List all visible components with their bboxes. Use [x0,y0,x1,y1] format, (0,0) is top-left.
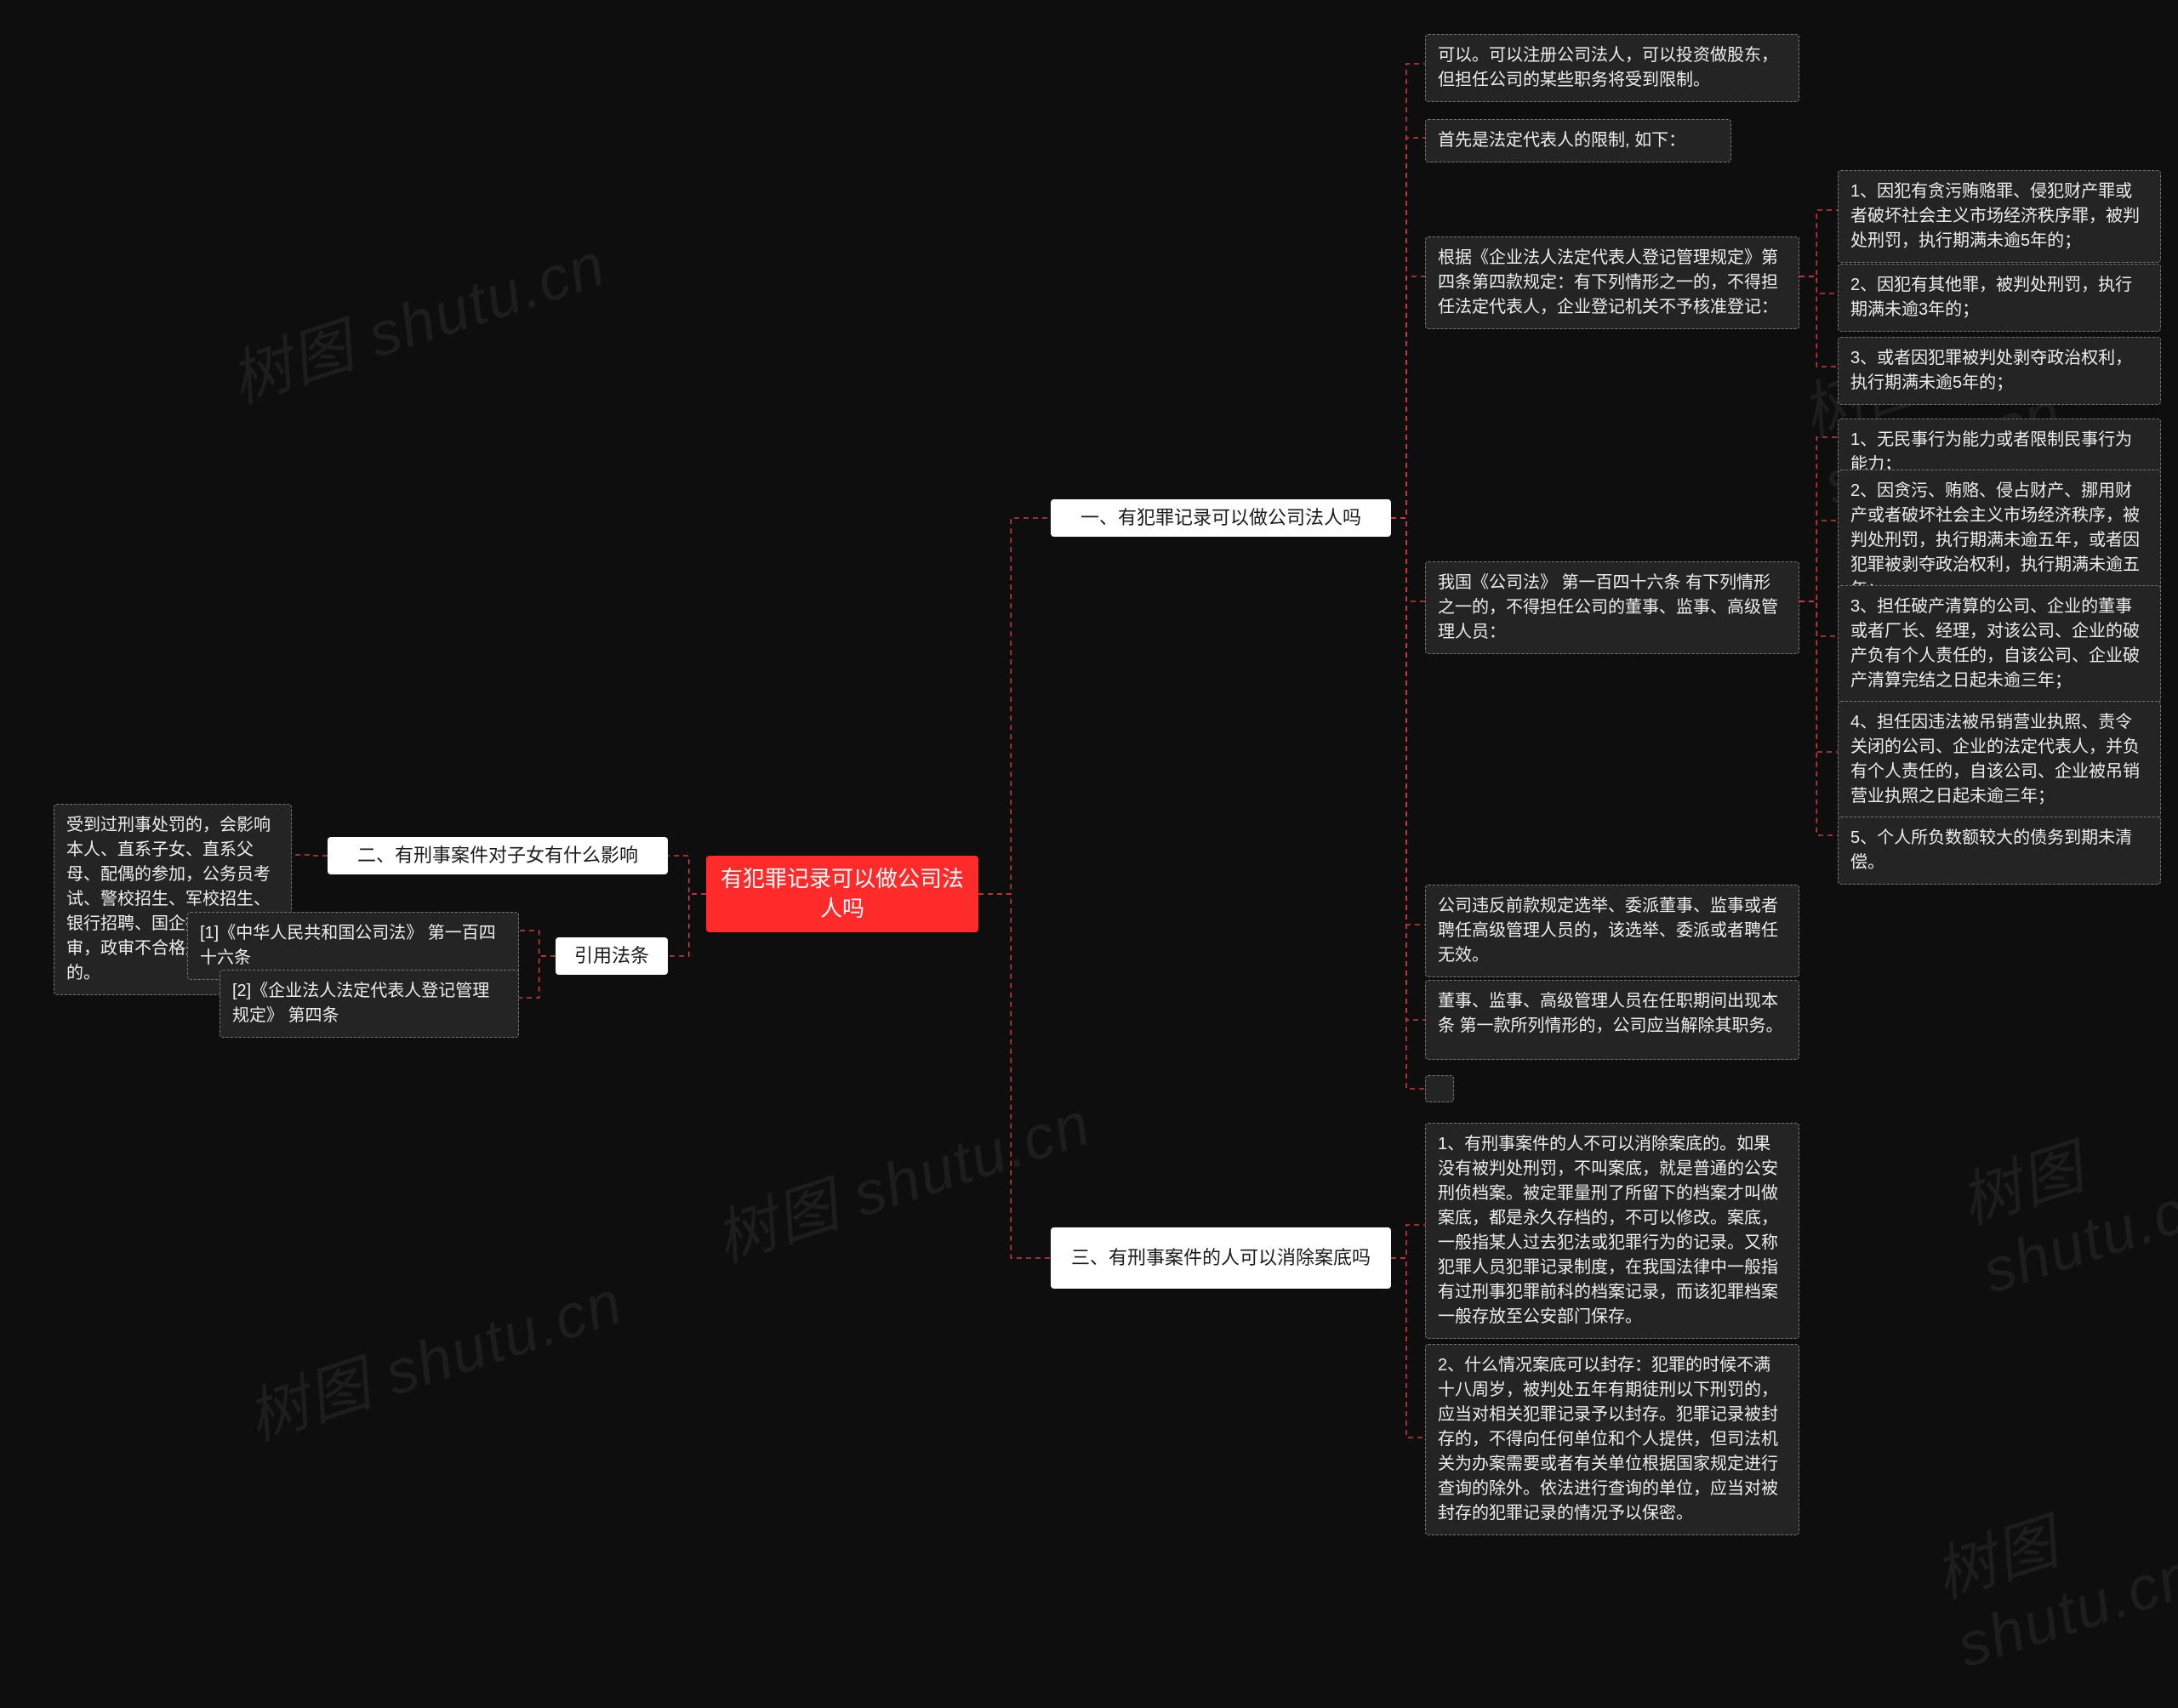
node-label: 公司违反前款规定选举、委派董事、监事或者聘任高级管理人员的，该选举、委派或者聘任… [1438,897,1778,965]
node-label: 1、无民事行为能力或者限制民事行为能力； [1850,430,2132,474]
watermark: 树图 shutu.cn [1947,1080,2178,1307]
mindmap-node-n3_1[interactable]: 1、有刑事案件的人不可以消除案底的。如果没有被判处刑罚，不叫案底，就是普通的公安… [1425,1123,1799,1339]
node-label: 引用法条 [574,942,649,970]
node-label: 4、担任因违法被吊销营业执照、责令关闭的公司、企业的法定代表人，并负有个人责任的… [1850,713,2140,806]
node-label: 董事、监事、高级管理人员在任职期间出现本条 第一款所列情形的，公司应当解除其职务… [1438,992,1783,1035]
edge [1799,521,1838,601]
edge [1799,276,1838,293]
edge [668,894,706,956]
mindmap-node-n1_4d[interactable]: 4、担任因违法被吊销营业执照、责令关闭的公司、企业的法定代表人，并负有个人责任的… [1838,701,2161,818]
mindmap-node-b2[interactable]: 二、有刑事案件对子女有什么影响 [328,837,668,874]
node-label: 三、有刑事案件的人可以消除案底吗 [1071,1244,1371,1272]
node-label: 2、什么情况案底可以封存：犯罪的时候不满十八周岁，被判处五年有期徒刑以下刑罚的，… [1438,1356,1778,1523]
mindmap-node-b1[interactable]: 一、有犯罪记录可以做公司法人吗 [1051,499,1391,537]
edge [668,856,706,894]
node-label: 2、因贪污、贿赂、侵占财产、挪用财产或者破坏社会主义市场经济秩序，被判处刑罚，执… [1850,481,2140,599]
mindmap-node-n1_7[interactable] [1425,1075,1454,1102]
edge [1391,518,1425,925]
edge [519,931,556,956]
edge [1799,437,1838,601]
mindmap-node-n1_2[interactable]: 首先是法定代表人的限制, 如下： [1425,119,1731,162]
edge [1391,518,1425,601]
edge [978,518,1051,894]
mindmap-node-n1_4e[interactable]: 5、个人所负数额较大的债务到期未清偿。 [1838,817,2161,885]
edge [1799,276,1838,367]
mindmap-node-n1_3a[interactable]: 1、因犯有贪污贿赂罪、侵犯财产罪或者破坏社会主义市场经济秩序罪，被判处刑罚，执行… [1838,170,2161,263]
mindmap-node-n1_4c[interactable]: 3、担任破产清算的公司、企业的董事或者厂长、经理，对该公司、企业的破产负有个人责… [1838,585,2161,703]
mindmap-node-n1_3c[interactable]: 3、或者因犯罪被判处剥夺政治权利，执行期满未逾5年的； [1838,337,2161,405]
watermark: 树图 shutu.cn [702,1073,1100,1278]
node-label: 根据《企业法人法定代表人登记管理规定》第四条第四款规定：有下列情形之一的，不得担… [1438,248,1778,316]
edge [1799,601,1838,752]
watermark: 树图 shutu.cn [1921,1455,2178,1682]
node-label: 5、个人所负数额较大的债务到期未清偿。 [1850,828,2132,872]
mindmap-canvas: 树图 shutu.cn 树图 shutu.cn 树图 shutu.cn 树图 shut… [0,0,2178,1708]
node-label: 我国《公司法》 第一百四十六条 有下列情形之一的，不得担任公司的董事、监事、高级… [1438,573,1778,641]
edge [292,855,328,856]
mindmap-node-n1_6[interactable]: 董事、监事、高级管理人员在任职期间出现本条 第一款所列情形的，公司应当解除其职务… [1425,980,1799,1060]
watermark: 树图 shutu.cn [234,1252,632,1457]
mindmap-node-n3_2[interactable]: 2、什么情况案底可以封存：犯罪的时候不满十八周岁，被判处五年有期徒刑以下刑罚的，… [1425,1344,1799,1535]
node-label: 1、有刑事案件的人不可以消除案底的。如果没有被判处刑罚，不叫案底，就是普通的公安… [1438,1135,1778,1326]
node-label: [2]《企业法人法定代表人登记管理规定》 第四条 [232,982,489,1025]
node-label: 3、担任破产清算的公司、企业的董事或者厂长、经理，对该公司、企业的破产负有个人责… [1850,597,2140,690]
edge [519,956,556,998]
node-label: 有犯罪记录可以做公司法人吗 [718,864,966,924]
mindmap-node-b4[interactable]: 引用法条 [556,937,668,975]
node-label: 可以。可以注册公司法人，可以投资做股东，但担任公司的某些职务将受到限制。 [1438,46,1778,89]
mindmap-node-root[interactable]: 有犯罪记录可以做公司法人吗 [706,856,978,932]
node-label: 一、有犯罪记录可以做公司法人吗 [1080,504,1361,532]
mindmap-node-b3[interactable]: 三、有刑事案件的人可以消除案底吗 [1051,1227,1391,1289]
mindmap-node-n1_1[interactable]: 可以。可以注册公司法人，可以投资做股东，但担任公司的某些职务将受到限制。 [1425,34,1799,102]
edge [978,894,1051,1258]
edge [1391,276,1425,518]
edge [1391,64,1425,518]
edge [1391,1258,1425,1438]
mindmap-node-n1_3b[interactable]: 2、因犯有其他罪，被判处刑罚，执行期满未逾3年的； [1838,264,2161,332]
node-label: [1]《中华人民共和国公司法》 第一百四十六条 [200,924,496,967]
edge [1391,1225,1425,1258]
edge [1391,138,1425,518]
mindmap-node-n4_2[interactable]: [2]《企业法人法定代表人登记管理规定》 第四条 [220,970,519,1038]
watermark: 树图 shutu.cn [217,214,615,419]
edge [1391,518,1425,1089]
mindmap-node-n1_5[interactable]: 公司违反前款规定选举、委派董事、监事或者聘任高级管理人员的，该选举、委派或者聘任… [1425,885,1799,977]
node-label: 二、有刑事案件对子女有什么影响 [357,842,638,869]
node-label: 1、因犯有贪污贿赂罪、侵犯财产罪或者破坏社会主义市场经济秩序罪，被判处刑罚，执行… [1850,182,2140,250]
edge [1799,601,1838,835]
edge [1799,601,1838,636]
node-label: 3、或者因犯罪被判处剥夺政治权利，执行期满未逾5年的； [1850,349,2132,392]
edge [1391,518,1425,1020]
edge [1799,210,1838,276]
mindmap-node-n1_4[interactable]: 我国《公司法》 第一百四十六条 有下列情形之一的，不得担任公司的董事、监事、高级… [1425,561,1799,654]
node-label: 2、因犯有其他罪，被判处刑罚，执行期满未逾3年的； [1850,276,2132,319]
mindmap-node-n1_3[interactable]: 根据《企业法人法定代表人登记管理规定》第四条第四款规定：有下列情形之一的，不得担… [1425,236,1799,329]
node-label: 首先是法定代表人的限制, 如下： [1438,131,1685,150]
